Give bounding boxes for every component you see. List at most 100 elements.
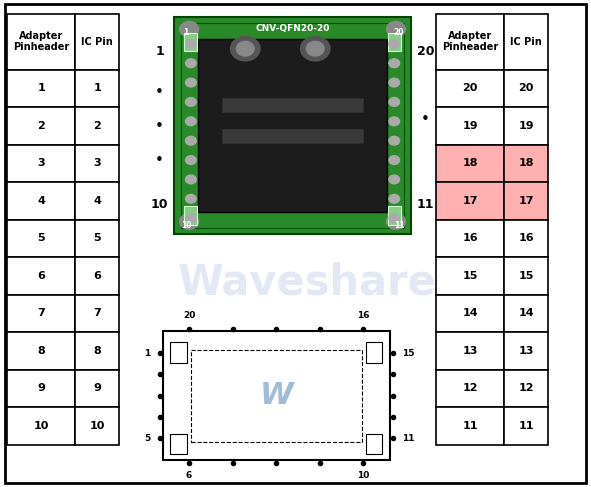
Bar (7, 257, 75, 295)
Bar (436, 220, 504, 257)
Text: 11: 11 (462, 421, 478, 431)
Text: 15: 15 (518, 271, 534, 281)
Bar (504, 407, 548, 445)
Bar (222, 129, 363, 143)
Text: 5: 5 (37, 233, 45, 244)
Text: 11: 11 (518, 421, 534, 431)
Circle shape (186, 194, 196, 203)
Text: 8: 8 (93, 346, 101, 356)
Bar (170, 434, 187, 454)
Circle shape (389, 136, 400, 145)
Text: Adapter
Pinheader: Adapter Pinheader (442, 31, 498, 53)
Bar (75, 182, 119, 220)
Text: 5: 5 (93, 233, 101, 244)
Bar (366, 342, 382, 363)
Text: 8: 8 (37, 346, 45, 356)
Circle shape (300, 37, 330, 61)
Text: 10: 10 (181, 222, 191, 230)
Text: 20: 20 (417, 45, 434, 57)
Bar (75, 332, 119, 370)
Circle shape (186, 39, 196, 48)
Bar (436, 14, 504, 70)
Circle shape (387, 214, 405, 229)
Text: 10: 10 (358, 471, 369, 480)
Text: 6: 6 (37, 271, 45, 281)
Bar (7, 220, 75, 257)
Bar (75, 145, 119, 182)
Text: Waveshare: Waveshare (178, 262, 437, 303)
Text: 18: 18 (518, 158, 534, 169)
Text: •: • (421, 112, 430, 127)
Bar (174, 17, 411, 234)
Text: 10: 10 (89, 421, 105, 431)
Bar (7, 107, 75, 145)
Circle shape (186, 156, 196, 165)
Bar (436, 107, 504, 145)
Bar (436, 370, 504, 407)
Bar (436, 332, 504, 370)
Circle shape (180, 214, 199, 229)
Bar (170, 342, 187, 363)
Bar (7, 332, 75, 370)
Text: 17: 17 (462, 196, 478, 206)
Text: CNV-QFN20-20: CNV-QFN20-20 (255, 24, 330, 33)
Text: IC Pin: IC Pin (82, 37, 113, 47)
Text: 7: 7 (93, 308, 101, 318)
Bar (75, 70, 119, 107)
Bar (436, 145, 504, 182)
Circle shape (387, 21, 405, 37)
Bar (504, 70, 548, 107)
Text: 12: 12 (462, 383, 478, 393)
Circle shape (186, 78, 196, 87)
Bar (504, 220, 548, 257)
Text: 16: 16 (357, 312, 370, 320)
Text: 1: 1 (155, 45, 164, 57)
Bar (388, 206, 401, 225)
Text: 4: 4 (37, 196, 45, 206)
Circle shape (389, 97, 400, 106)
Circle shape (186, 59, 196, 68)
Text: 10: 10 (33, 421, 49, 431)
Text: •: • (155, 85, 164, 100)
Text: 6: 6 (93, 271, 101, 281)
Bar (436, 295, 504, 332)
Text: 15: 15 (402, 349, 414, 357)
Text: 20: 20 (462, 83, 478, 94)
Bar (504, 332, 548, 370)
Text: W: W (259, 381, 293, 410)
Text: 5: 5 (144, 434, 151, 443)
Text: IC Pin: IC Pin (511, 37, 542, 47)
Circle shape (306, 41, 324, 56)
Circle shape (389, 175, 400, 184)
Text: 2: 2 (37, 121, 45, 131)
Bar (198, 39, 387, 212)
Text: 6: 6 (186, 471, 192, 480)
Text: 1: 1 (144, 349, 151, 357)
Bar (388, 33, 401, 51)
Bar (7, 182, 75, 220)
Bar (7, 14, 75, 70)
Text: 15: 15 (462, 271, 478, 281)
Text: 2: 2 (93, 121, 101, 131)
Bar (504, 370, 548, 407)
Bar (504, 107, 548, 145)
Text: 1: 1 (37, 83, 45, 94)
Text: 10: 10 (151, 198, 168, 211)
Text: 14: 14 (462, 308, 478, 318)
Circle shape (389, 156, 400, 165)
Bar (7, 407, 75, 445)
Bar (163, 331, 390, 460)
Text: 19: 19 (518, 121, 534, 131)
Bar (7, 145, 75, 182)
Text: 11: 11 (417, 198, 434, 211)
Text: 14: 14 (518, 308, 534, 318)
Bar (504, 14, 548, 70)
Circle shape (389, 194, 400, 203)
Circle shape (180, 21, 199, 37)
Bar (75, 370, 119, 407)
Circle shape (186, 214, 196, 223)
Bar (184, 206, 197, 225)
Circle shape (186, 175, 196, 184)
Circle shape (389, 59, 400, 68)
Bar (436, 70, 504, 107)
